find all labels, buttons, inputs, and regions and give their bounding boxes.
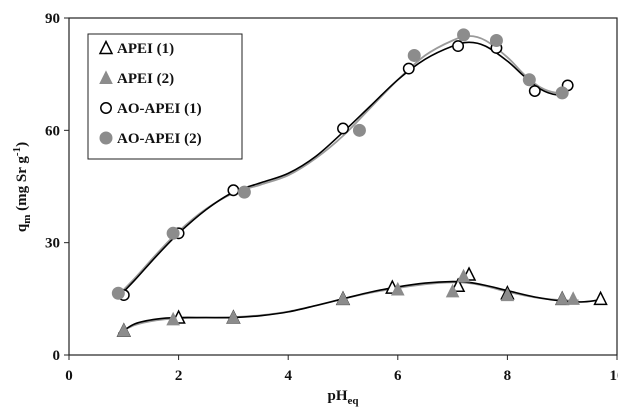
legend-label: APEI (2) [117, 71, 174, 87]
y-tick-label: 0 [53, 348, 61, 364]
y-tick-label: 90 [45, 11, 60, 27]
data-point [555, 86, 569, 100]
y-axis-label: qm (mg Sr g-1) [11, 142, 33, 232]
legend-marker [100, 102, 112, 114]
legend-label: APEI (1) [117, 41, 174, 57]
data-point [457, 28, 471, 42]
y-axis-label-sub: m [21, 215, 33, 224]
data-point [352, 123, 366, 137]
data-point [116, 323, 131, 337]
data-point [111, 286, 125, 300]
data-point [390, 281, 405, 296]
legend: APEI (1) APEI (2) AO-APEI (1) AO-APEI (2) [87, 33, 243, 160]
x-axis-label-main: pH [327, 388, 347, 404]
fit-curve [117, 35, 568, 296]
y-axis-label-main: q [14, 223, 30, 232]
data-point [566, 291, 580, 305]
data-point [336, 291, 350, 305]
plot-area-frame [68, 17, 618, 356]
data-point [402, 62, 415, 75]
y-axis-label-close: ) [14, 142, 30, 147]
data-point [166, 311, 180, 326]
data-point [522, 73, 536, 87]
x-tick-label: 0 [65, 368, 73, 384]
data-point [528, 85, 541, 97]
data-points [111, 28, 608, 337]
data-point [593, 290, 608, 306]
legend-label: AO-APEI (2) [117, 131, 202, 147]
data-point [500, 287, 515, 302]
data-point [489, 33, 503, 47]
data-point [450, 277, 466, 292]
data-point [166, 226, 180, 240]
x-tick-label: 6 [394, 368, 402, 384]
legend-marker [98, 39, 114, 55]
data-point [226, 309, 241, 324]
data-point [237, 185, 251, 199]
x-axis-label-sub: eq [348, 395, 360, 407]
x-axis-label: pHeq [327, 388, 359, 407]
legend-box [87, 33, 243, 160]
fit-curve [117, 41, 569, 298]
data-point [227, 184, 240, 197]
y-axis-label-units: (mg Sr g [14, 156, 30, 215]
x-tick-label: 4 [284, 368, 292, 384]
data-point [337, 122, 349, 135]
data-point [555, 291, 570, 305]
data-point [456, 268, 471, 283]
y-axis-label-sup: -1 [11, 147, 23, 156]
data-point [452, 40, 465, 53]
x-tick-label: 8 [504, 368, 512, 384]
legend-label: AO-APEI (1) [117, 101, 202, 117]
x-tick-label: 2 [175, 368, 183, 384]
data-point [407, 48, 421, 62]
y-tick-label: 60 [45, 123, 60, 139]
legend-marker [99, 70, 113, 84]
y-axis: 0 30 60 90 [45, 11, 69, 364]
data-point [445, 283, 460, 298]
x-tick-label: 10 [610, 368, 618, 384]
legend-marker [99, 131, 113, 145]
x-axis: 0 2 4 6 8 10 [65, 355, 618, 384]
y-tick-label: 30 [45, 236, 60, 252]
fit-curve [117, 280, 601, 336]
